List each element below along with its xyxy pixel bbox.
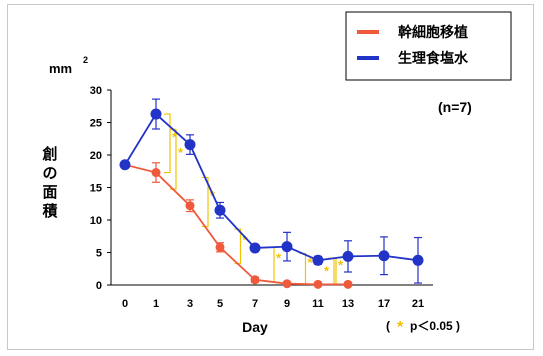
significance-bracket (300, 253, 306, 284)
significance-star: * (178, 145, 184, 160)
data-point (151, 109, 162, 120)
data-point (250, 242, 261, 253)
data-point (314, 280, 323, 289)
significance-star: * (338, 257, 344, 272)
sample-size-label: (n=7) (438, 99, 472, 115)
footnote-open-paren: ( (386, 319, 390, 333)
y-tick-label: 15 (90, 183, 102, 195)
data-point (215, 205, 226, 216)
x-tick-label: 9 (284, 298, 290, 310)
y-axis-unit: mm (49, 61, 72, 76)
y-tick-label: 20 (90, 150, 102, 162)
significance-bracket (330, 258, 336, 284)
legend-box (346, 12, 511, 80)
significance-bracket (202, 177, 208, 226)
y-axis-title-char: の (42, 165, 57, 182)
y-tick-label: 5 (96, 248, 102, 260)
y-axis-title-char: 積 (41, 202, 58, 220)
data-point (251, 275, 260, 284)
y-tick-label: 25 (90, 118, 102, 130)
x-tick-label: 13 (342, 298, 354, 310)
y-tick-label: 10 (90, 215, 102, 227)
data-point (185, 139, 196, 150)
x-tick-label: 7 (252, 298, 258, 310)
significance-footnote: ( * p＜0.05 ) (386, 319, 460, 336)
data-point (186, 201, 195, 210)
data-point (152, 168, 161, 177)
data-point (344, 280, 353, 289)
x-tick-label: 1 (153, 298, 159, 310)
data-point (282, 241, 293, 252)
legend-label: 幹細胞移植 (398, 24, 468, 40)
footnote-text: p＜0.05 ) (410, 319, 460, 333)
plot-area: ***** * ** (120, 99, 424, 289)
data-point (216, 243, 225, 252)
data-point (379, 250, 390, 261)
x-tick-label: 5 (217, 298, 223, 310)
data-point (313, 255, 324, 266)
significance-bracket (268, 247, 274, 281)
data-point (283, 279, 292, 288)
chart-frame: mm 2 創の面積 幹細胞移植 生理食塩水 (n=7) 0 5 10 15 20 25 30 0… (7, 4, 534, 350)
y-axis-title-char: 面 (42, 184, 57, 201)
data-point (413, 255, 424, 266)
footnote-star: * (397, 319, 404, 336)
significance-star: * (276, 251, 282, 266)
x-tick-label: 3 (187, 298, 193, 310)
y-axis-title-char: 創 (41, 145, 57, 163)
data-point (120, 159, 131, 170)
series-line-saline (125, 114, 418, 260)
x-tick-label: 0 (122, 298, 128, 310)
x-tick-label: 17 (378, 298, 390, 310)
y-tick-label: 0 (96, 280, 102, 292)
significance-bracket (235, 229, 241, 263)
y-tick-label: 30 (90, 85, 102, 97)
x-tick-label: 11 (312, 298, 324, 310)
y-axis-unit-superscript: 2 (83, 55, 88, 65)
x-tick-label: 21 (412, 298, 424, 310)
significance-star: * (324, 263, 330, 278)
x-axis-title: Day (242, 319, 268, 335)
legend-label: 生理食塩水 (398, 50, 469, 66)
data-point (343, 251, 354, 262)
